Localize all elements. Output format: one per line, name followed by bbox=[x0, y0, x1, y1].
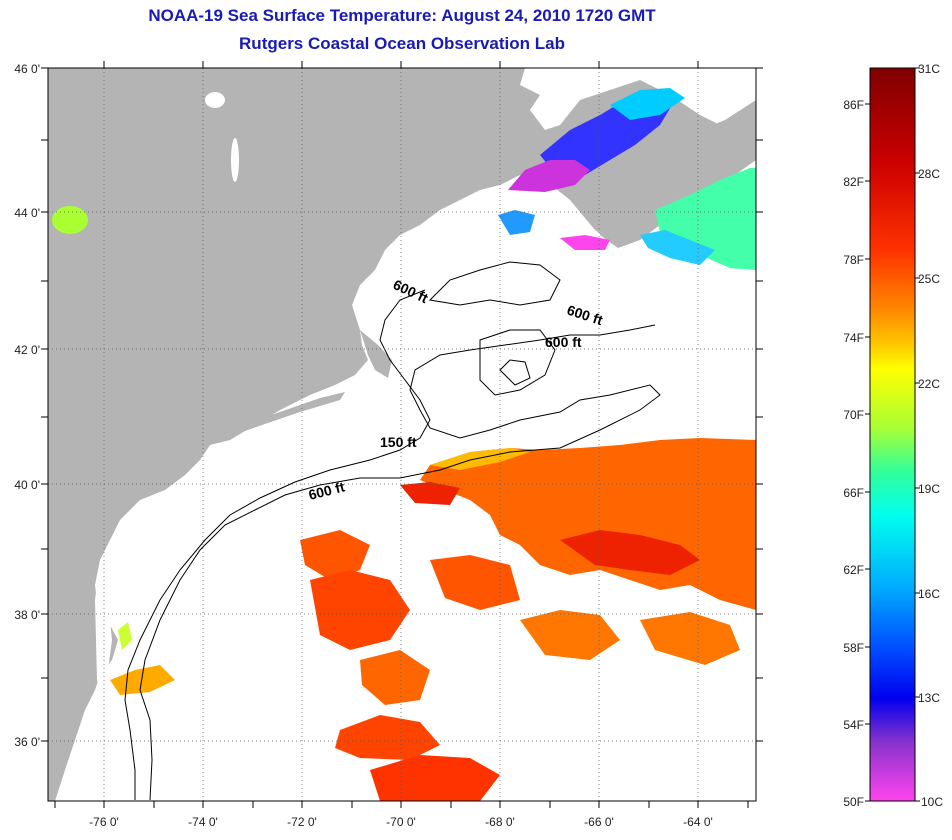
cb-label-54f: 54F bbox=[843, 718, 864, 732]
cb-label-19c: 19C bbox=[918, 482, 940, 496]
sst-fundy-cyan bbox=[610, 88, 685, 120]
map-frame bbox=[47, 67, 757, 802]
bathymetry-contours bbox=[124, 261, 661, 801]
cb-label-25c: 25C bbox=[918, 272, 940, 286]
cb-label-62f: 62F bbox=[843, 563, 864, 577]
lake-ontario-sst bbox=[52, 206, 88, 234]
contour-georges-1 bbox=[428, 261, 561, 306]
sst-maine-blue bbox=[498, 210, 535, 235]
sst-offshore-patch-3 bbox=[430, 555, 520, 610]
contour-150ft bbox=[124, 289, 431, 800]
colorbar-ticks bbox=[865, 67, 920, 802]
lon-label-76: -76 0' bbox=[89, 815, 119, 829]
sst-red-patch-2 bbox=[400, 482, 460, 505]
sst-offshore-patch-8 bbox=[640, 612, 740, 665]
map-title: NOAA-19 Sea Surface Temperature: August … bbox=[148, 6, 656, 25]
tick-marks bbox=[41, 61, 763, 808]
lake-champlain bbox=[231, 138, 239, 182]
lat-label-38: 38 0' bbox=[14, 608, 40, 622]
cb-label-31c: 31C bbox=[918, 62, 940, 76]
map-subtitle: Rutgers Coastal Ocean Observation Lab bbox=[239, 34, 565, 53]
lon-label-66: -66 0' bbox=[584, 815, 614, 829]
land-long-island bbox=[205, 392, 345, 440]
lon-label-70: -70 0' bbox=[386, 815, 416, 829]
lake-1 bbox=[205, 92, 225, 108]
delaware-bay bbox=[128, 505, 150, 545]
contour-label-600ft-georges: 600 ft bbox=[545, 334, 582, 350]
sst-offshore-patch-1 bbox=[300, 530, 370, 580]
lat-label-42: 42 0' bbox=[14, 343, 40, 357]
cb-label-66f: 66F bbox=[843, 486, 864, 500]
sst-offshore-patch-6 bbox=[335, 715, 440, 760]
cb-label-22c: 22C bbox=[918, 377, 940, 391]
lon-label-68: -68 0' bbox=[485, 815, 515, 829]
sst-fundy-magenta bbox=[508, 160, 590, 192]
contour-label-150ft: 150 ft bbox=[380, 434, 417, 450]
cb-label-58f: 58F bbox=[843, 641, 864, 655]
sst-offshore-patch-4 bbox=[520, 610, 620, 660]
cb-label-86f: 86F bbox=[843, 98, 864, 112]
chesapeake-bay bbox=[95, 560, 112, 700]
lat-label-36: 36 0' bbox=[14, 735, 40, 749]
sst-gulfstream-red-core bbox=[560, 530, 700, 575]
cb-label-78f: 78F bbox=[843, 253, 864, 267]
lat-label-46: 46 0' bbox=[14, 62, 40, 76]
contour-georges-2 bbox=[479, 329, 556, 396]
cb-label-28c: 28C bbox=[918, 167, 940, 181]
colorbar bbox=[869, 67, 916, 802]
cb-label-50f: 50F bbox=[843, 795, 864, 809]
lat-label-44: 44 0' bbox=[14, 206, 40, 220]
cb-label-70f: 70F bbox=[843, 408, 864, 422]
sst-scotian-cyan bbox=[640, 230, 715, 265]
lon-label-64: -64 0' bbox=[683, 815, 713, 829]
cb-label-74f: 74F bbox=[843, 331, 864, 345]
sst-maine-magenta bbox=[560, 235, 610, 250]
lon-label-72: -72 0' bbox=[287, 815, 317, 829]
cb-label-13c: 13C bbox=[918, 691, 940, 705]
cb-label-16c: 16C bbox=[918, 587, 940, 601]
land-cape-cod bbox=[360, 330, 392, 378]
sst-offshore-patch-5 bbox=[360, 650, 430, 705]
land-nova-scotia bbox=[595, 100, 756, 248]
sst-offshore-patch-7 bbox=[370, 755, 500, 801]
contour-600ft bbox=[139, 324, 661, 801]
lat-label-40: 40 0' bbox=[14, 478, 40, 492]
cb-label-10c: 10C bbox=[921, 795, 943, 809]
sst-delmarva-green bbox=[118, 622, 132, 650]
sst-offshore-patch-2 bbox=[310, 570, 410, 650]
lon-label-74: -74 0' bbox=[188, 815, 218, 829]
cb-label-82f: 82F bbox=[843, 175, 864, 189]
contour-georges-3 bbox=[499, 359, 531, 386]
land-mass-mainland bbox=[48, 68, 756, 801]
